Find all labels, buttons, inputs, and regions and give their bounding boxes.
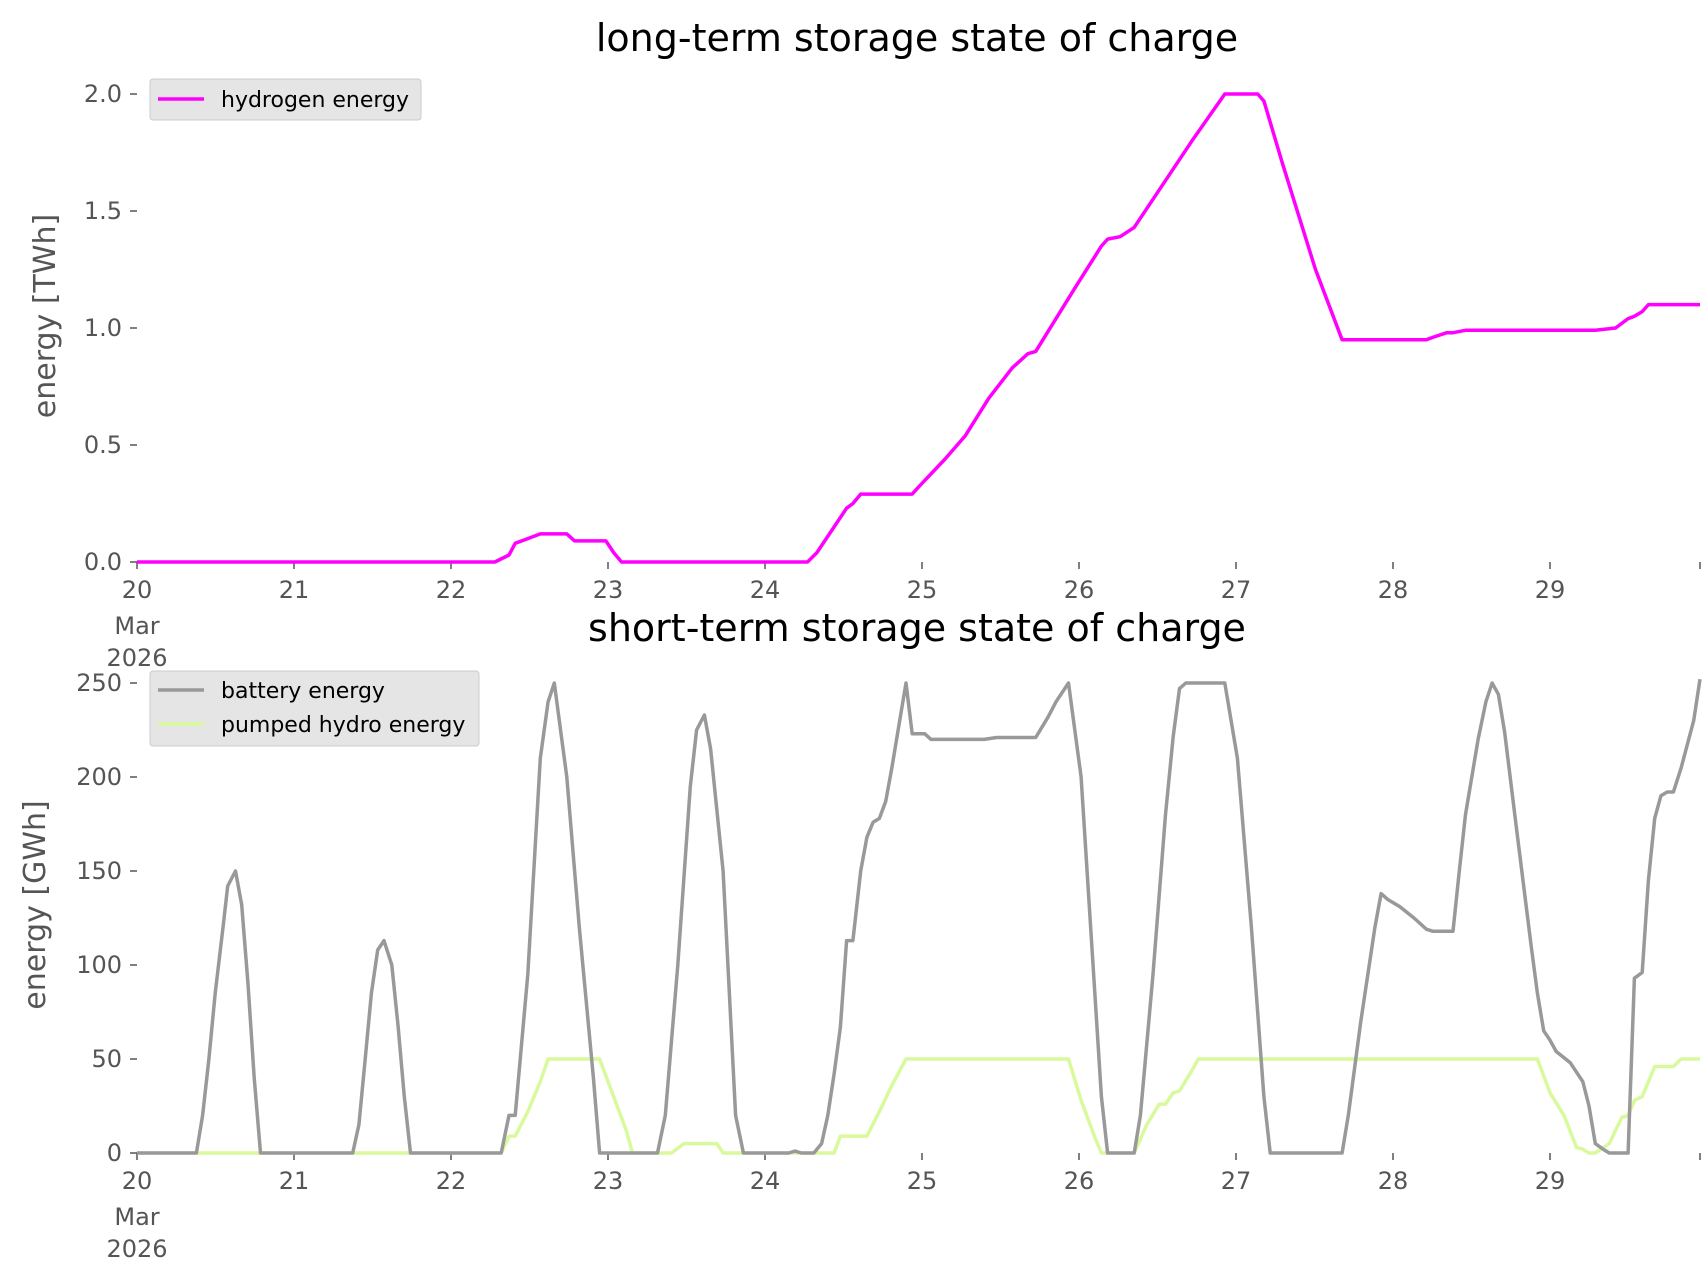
y-tick-label: 100 <box>76 951 122 979</box>
long-term-legend: hydrogen energy <box>149 78 422 121</box>
x-tick-label: 23 <box>593 1167 624 1195</box>
y-tick-label: 2.0 <box>84 80 122 108</box>
y-tick-label: 0.5 <box>84 431 122 459</box>
x-tick-label: 22 <box>436 1167 467 1195</box>
x-tick-label: 26 <box>1064 1167 1095 1195</box>
y-tick: 200 <box>76 763 137 791</box>
short-term-chart-title: short-term storage state of charge <box>588 606 1246 650</box>
x-tick-label: 28 <box>1378 576 1409 604</box>
y-tick: 0.5 <box>84 431 137 459</box>
x-tick-label: 29 <box>1535 576 1566 604</box>
legend-label-battery: battery energy <box>221 679 385 704</box>
long-term-x-axis: 20 Mar 2026 21 22 23 24 25 26 27 28 29 <box>106 562 1701 672</box>
y-tick-label: 250 <box>76 669 122 697</box>
y-tick: 250 <box>76 669 137 697</box>
legend-label-hydrogen: hydrogen energy <box>221 88 409 113</box>
series-line-pumped-hydro-energy <box>137 1057 1700 1155</box>
x-tick-label: 21 <box>279 1167 310 1195</box>
y-tick-label: 1.0 <box>84 314 122 342</box>
x-tick-label: 20 <box>122 576 153 604</box>
x-tick-label: 21 <box>279 576 310 604</box>
y-tick: 0 <box>107 1139 137 1167</box>
x-tick-sublabel-year: 2026 <box>106 644 167 672</box>
x-tick-label: 25 <box>907 576 938 604</box>
y-tick: 1.0 <box>84 314 137 342</box>
series-line-hydrogen-energy <box>137 92 1700 564</box>
y-tick-label: 50 <box>91 1045 122 1073</box>
short-term-x-axis: 20 Mar 2026 21 22 23 24 25 26 27 28 29 <box>106 1153 1701 1263</box>
legend-label-pumped-hydro: pumped hydro energy <box>221 713 465 738</box>
x-tick-label: 25 <box>907 1167 938 1195</box>
x-tick-label: 27 <box>1221 576 1252 604</box>
x-tick-label: 26 <box>1064 576 1095 604</box>
x-tick-label: 24 <box>750 576 781 604</box>
y-tick-label: 0 <box>107 1139 122 1167</box>
y-tick-label: 150 <box>76 857 122 885</box>
y-tick: 1.5 <box>84 197 137 225</box>
x-tick-label: 24 <box>750 1167 781 1195</box>
x-tick-label: 20 <box>122 1167 153 1195</box>
long-term-y-axis-label: energy [TWh] <box>28 214 63 418</box>
y-tick: 150 <box>76 857 137 885</box>
y-tick: 50 <box>91 1045 137 1073</box>
y-tick: 2.0 <box>84 80 137 108</box>
y-tick-label: 1.5 <box>84 197 122 225</box>
long-term-plot-area <box>137 92 1700 564</box>
x-tick-sublabel-year: 2026 <box>106 1235 167 1263</box>
long-term-chart: long-term storage state of charge energy… <box>28 16 1701 672</box>
short-term-y-axis-label: energy [GWh] <box>18 800 53 1009</box>
short-term-y-axis: 0 50 100 150 200 250 <box>76 669 137 1167</box>
y-tick: 100 <box>76 951 137 979</box>
x-tick-label: 28 <box>1378 1167 1409 1195</box>
x-tick-label: 29 <box>1535 1167 1566 1195</box>
long-term-y-axis: 0.0 0.5 1.0 1.5 2.0 <box>84 80 137 576</box>
x-tick-label: 27 <box>1221 1167 1252 1195</box>
x-tick-label: 23 <box>593 576 624 604</box>
x-tick-sublabel-month: Mar <box>114 1203 159 1231</box>
short-term-legend: battery energy pumped hydro energy <box>149 670 480 747</box>
short-term-chart: short-term storage state of charge energ… <box>18 606 1702 1263</box>
series-line-battery-energy <box>137 678 1702 1155</box>
y-tick-label: 0.0 <box>84 548 122 576</box>
y-tick: 0.0 <box>84 548 137 576</box>
x-tick-sublabel-month: Mar <box>114 612 159 640</box>
long-term-chart-title: long-term storage state of charge <box>596 16 1238 60</box>
short-term-plot-area <box>137 678 1702 1155</box>
y-tick-label: 200 <box>76 763 122 791</box>
x-tick-label: 22 <box>436 576 467 604</box>
